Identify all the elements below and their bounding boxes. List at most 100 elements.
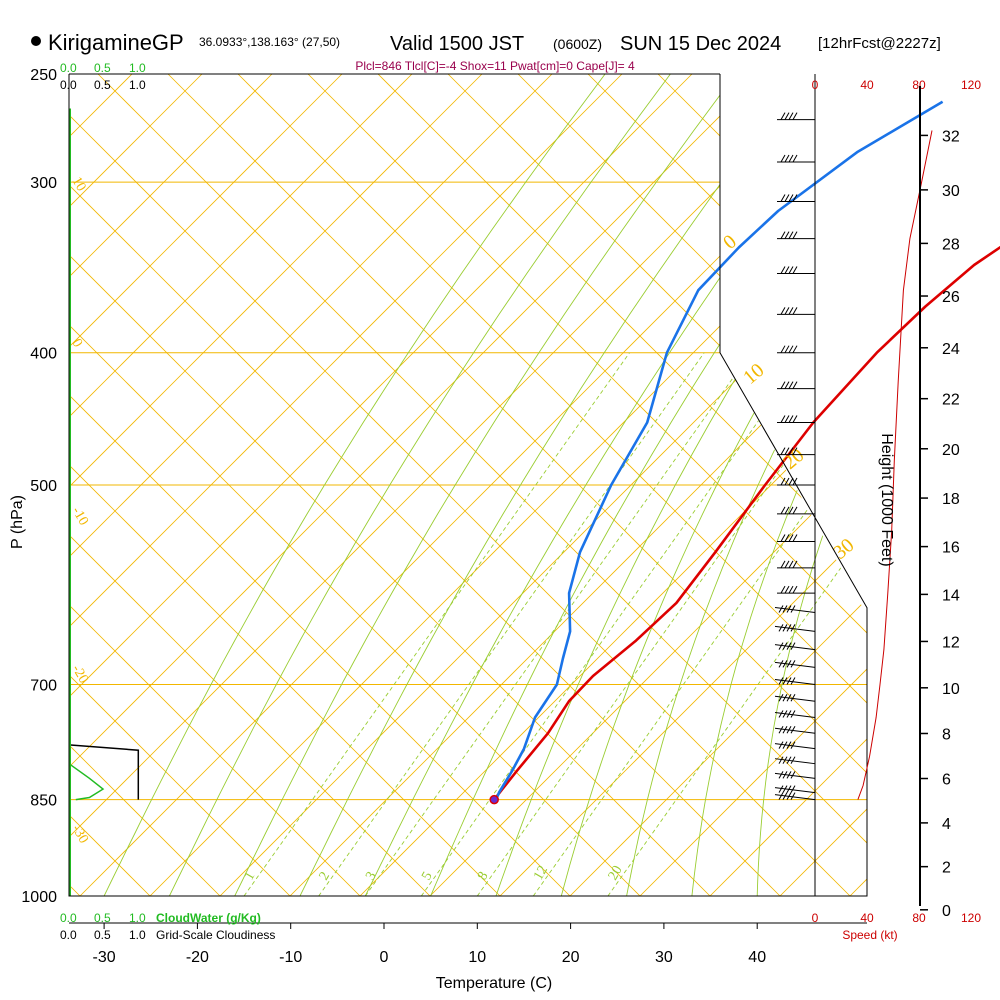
pressure-tick-label: 500: [30, 478, 57, 495]
wind-barb-feather: [784, 345, 790, 353]
legend-cloudwater-scale-0: 0.0: [60, 911, 77, 925]
dry-adiabat-line: [219, 74, 867, 896]
dry-adiabat-line: [990, 74, 1000, 896]
temp-tick-label: -30: [93, 949, 116, 966]
legend-cloudiness-scale-2: 1.0: [129, 928, 146, 942]
wind-barb-feather: [788, 447, 794, 455]
isotherm-line: [69, 74, 781, 896]
dry-adiabat-line: [709, 74, 867, 896]
dry-adiabat-line: [289, 74, 867, 896]
wind-barb-feather: [784, 585, 790, 594]
wind-barb-feather: [790, 677, 796, 685]
wind-barb-feather: [786, 726, 792, 734]
wind-barb-feather: [790, 785, 796, 793]
top-cloudiness-scale-0: 0.0: [60, 78, 77, 92]
wind-barb-feather: [792, 231, 798, 239]
dry-adiabat-line: [69, 74, 343, 896]
wind-barb-feather: [778, 756, 784, 764]
wind-barb-feather: [792, 560, 798, 569]
legend-cloudiness-scale-1: 0.5: [94, 928, 111, 942]
moist-adiabat-line: [691, 74, 867, 896]
isotherm-line: [69, 74, 641, 896]
wind-barb-feather: [782, 710, 788, 718]
wind-barb-feather: [788, 415, 794, 423]
height-tick-label: 26: [942, 289, 960, 306]
wind-barb-feather: [778, 660, 784, 668]
dry-adiabat-line: [69, 74, 693, 896]
height-tick-label: 12: [942, 634, 960, 651]
wind-barb-feather: [780, 154, 786, 163]
wind-barb-feather: [790, 693, 796, 702]
dry-adiabat-line: [849, 74, 867, 896]
wind-barb-feather: [792, 585, 798, 594]
speed-tick-bottom: 80: [912, 911, 926, 925]
moist-adiabat-line: [364, 74, 867, 896]
dry-adiabat-label: 0: [69, 337, 85, 351]
height-tick-label: 6: [942, 772, 951, 789]
top-cloudwater-scale-2: 1.0: [129, 61, 146, 75]
isotherm-line: [69, 74, 501, 896]
wind-barb-feather: [780, 447, 786, 455]
isotherm-line: [69, 74, 711, 896]
wind-barb-feather: [784, 154, 790, 163]
speed-tick-top: 40: [860, 78, 874, 92]
wind-barb-feather: [782, 792, 788, 800]
wind-barb-feather: [780, 266, 786, 274]
wind-barb-feather: [784, 477, 790, 486]
wind-barb-feather: [778, 785, 784, 793]
mixing-ratio-label: 20: [606, 863, 626, 883]
wind-barb-feather: [788, 345, 794, 353]
moist-adiabat-line: [103, 74, 606, 896]
wind-barb-feather: [792, 194, 798, 202]
isotherm-line: [237, 74, 867, 896]
wind-barb-feather: [784, 231, 790, 239]
dry-adiabat-line: [69, 74, 553, 896]
dry-adiabat-line: [920, 74, 1000, 896]
wind-barb-feather: [784, 266, 790, 274]
diagram-frame: [68, 74, 868, 897]
wind-barb-feather: [788, 266, 794, 274]
wind-barb-feather: [788, 231, 794, 239]
wind-barb-feather: [784, 447, 790, 455]
wind-barb-feather: [788, 194, 794, 202]
isotherm-line: [167, 74, 867, 896]
dry-adiabat-line: [69, 74, 763, 896]
x-axis-title: Temperature (C): [436, 975, 552, 992]
pressure-tick-label: 300: [30, 175, 57, 192]
legend-cloudwater-scale-1: 0.5: [94, 911, 111, 925]
legend-cloudiness-label: Grid-Scale Cloudiness: [156, 928, 275, 942]
wind-barb-feather: [786, 677, 792, 685]
wind-barb-feather: [790, 642, 796, 650]
wind-barb-feather: [792, 447, 798, 455]
temp-tick-label: 10: [468, 949, 486, 966]
mixing-ratio-label: 8: [475, 869, 491, 883]
speed-axis-title: Speed (kt): [842, 928, 897, 942]
valid-zulu: (0600Z): [553, 36, 602, 52]
wind-barb-feather: [790, 792, 796, 800]
legend-cloudwater-label: CloudWater (g/Kg): [156, 911, 261, 925]
height-axis-title: Height (1000 Feet): [878, 433, 895, 566]
height-tick-label: 32: [942, 128, 960, 145]
wind-barb-feather: [782, 756, 788, 764]
dry-adiabat-line: [69, 74, 413, 896]
wind-barb-feather: [780, 345, 786, 353]
wind-barb-feather: [784, 112, 790, 120]
wind-barb-feather: [786, 785, 792, 793]
wind-barb-feather: [782, 605, 788, 613]
speed-tick-bottom: 40: [860, 911, 874, 925]
height-tick-label: 4: [942, 816, 951, 833]
wind-barb-feather: [786, 660, 792, 668]
wind-barb-feather: [780, 194, 786, 202]
dry-adiabat-right-label: 10: [739, 359, 768, 389]
dry-adiabat-label: -20: [69, 663, 91, 687]
station-coords: 36.0933°,138.163° (27,50): [199, 35, 340, 49]
legend-cloudwater-scale-2: 1.0: [129, 911, 146, 925]
wind-barb-feather: [790, 710, 796, 718]
wind-barb-feather: [786, 756, 792, 764]
wind-barb-feather: [784, 307, 790, 315]
cloudiness-profile: [68, 744, 140, 800]
height-tick-label: 18: [942, 491, 960, 508]
y-axis-title: P (hPa): [9, 495, 26, 549]
wind-barb-feather: [792, 381, 798, 389]
wind-barb-feather: [782, 624, 788, 632]
